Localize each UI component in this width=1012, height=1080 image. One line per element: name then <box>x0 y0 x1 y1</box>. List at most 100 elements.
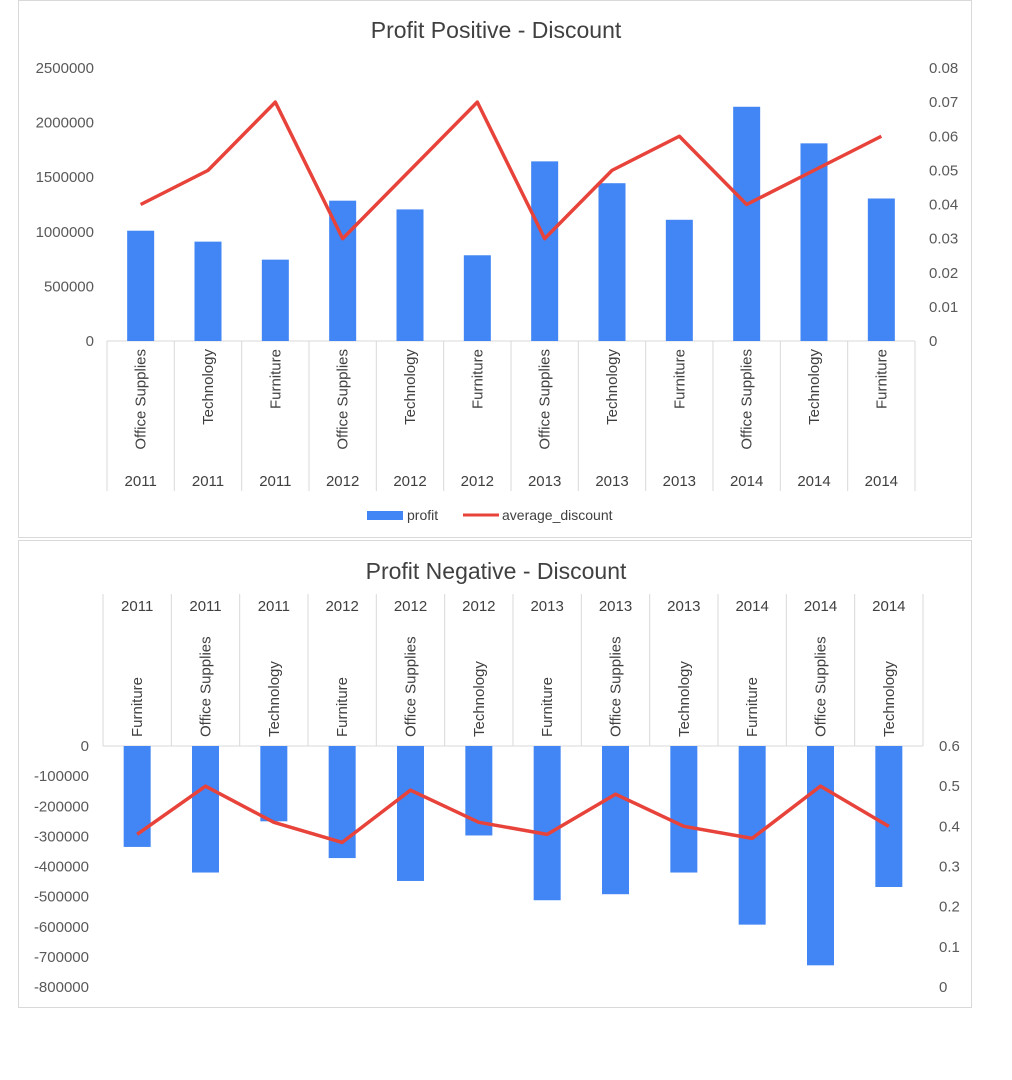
y-right-tick-label: 0.2 <box>939 899 960 916</box>
x-year-label: 2011 <box>125 473 157 490</box>
chart-title: Profit Negative - Discount <box>366 558 627 584</box>
y-right-tick-label: 0.3 <box>939 859 960 876</box>
bar-2013-furniture <box>533 746 561 901</box>
x-year-label: 2012 <box>462 598 495 615</box>
y-left-tick-label: -200000 <box>34 798 89 815</box>
chart-profit-positive-svg: Profit Positive - Discount 0 500000 100000… <box>36 17 959 523</box>
bar-2013-office-supplies <box>602 746 629 895</box>
bar-2012-technology <box>396 209 424 341</box>
x-year-label: 2012 <box>326 473 359 490</box>
bar-2011-office-supplies <box>127 230 155 341</box>
bar-2013-technology <box>598 183 626 341</box>
x-category-label: Furniture <box>744 677 761 737</box>
y-left-tick-label: 0 <box>81 738 89 755</box>
x-category-label: Technology <box>266 661 283 737</box>
x-category-label: Office Supplies <box>198 636 215 737</box>
x-year-label: 2012 <box>393 473 426 490</box>
x-year-label: 2013 <box>528 473 561 490</box>
bar-2013-technology <box>670 746 698 873</box>
chart-profit-positive: Profit Positive - Discount 0 500000 100000… <box>18 0 972 538</box>
y-right-tick-label: 0.07 <box>929 94 958 111</box>
x-year-label: 2011 <box>259 473 291 490</box>
x-category-label: Furniture <box>539 677 556 737</box>
y-right-tick-label: 0.08 <box>929 60 958 77</box>
x-year-label: 2012 <box>461 473 494 490</box>
x-year-label: 2012 <box>394 598 427 615</box>
x-category-label: Office Supplies <box>133 349 150 450</box>
y-left-tick-label: 1500000 <box>36 169 94 186</box>
y-right-tick-label: 0.01 <box>929 299 958 316</box>
y-right-tick-label: 0.04 <box>929 197 958 214</box>
x-category-label: Office Supplies <box>813 636 830 737</box>
x-category-label: Technology <box>604 349 621 425</box>
x-year-label: 2014 <box>804 598 837 615</box>
x-year-label: 2011 <box>189 598 221 615</box>
x-category-label: Technology <box>806 349 823 425</box>
y-left-tick-label: -100000 <box>34 768 89 785</box>
y-right-tick-label: 0.4 <box>939 818 960 835</box>
y-left-tick-label: -700000 <box>34 949 89 966</box>
x-category-label: Office Supplies <box>739 349 756 450</box>
bar-2011-furniture <box>123 746 151 847</box>
y-left-tick-label: 2500000 <box>36 60 94 77</box>
x-category-label: Office Supplies <box>403 636 420 737</box>
y-left-tick-label: 500000 <box>44 278 94 295</box>
chart-profit-negative-svg: Profit Negative - Discount 0 -100000 -2000… <box>34 558 960 996</box>
y-right-tick-label: 0.6 <box>939 738 960 755</box>
x-year-label: 2011 <box>258 598 290 615</box>
bar-2014-technology <box>800 143 828 341</box>
x-category-label: Furniture <box>671 349 688 409</box>
x-category-label: Technology <box>200 349 217 425</box>
y-right-tick-label: 0.06 <box>929 128 958 145</box>
x-category-label: Furniture <box>469 349 486 409</box>
x-category-label: Technology <box>676 661 693 737</box>
y-left-tick-label: 2000000 <box>36 115 94 132</box>
x-year-label: 2011 <box>192 473 224 490</box>
y-right-tick-label: 0 <box>939 979 947 996</box>
bar-2013-furniture <box>665 219 693 341</box>
x-year-label: 2012 <box>325 598 358 615</box>
y-left-tick-label: -600000 <box>34 919 89 936</box>
bar-2011-furniture <box>261 259 289 341</box>
y-right-tick-label: 0.1 <box>939 939 960 956</box>
bar-2012-office-supplies <box>397 746 424 881</box>
line-series-average-discount <box>139 100 883 241</box>
bar-2014-office-supplies <box>733 106 761 342</box>
y-right-tick-label: 0 <box>929 333 937 350</box>
x-year-label: 2013 <box>663 473 696 490</box>
bar-2012-furniture <box>463 255 491 341</box>
x-year-label: 2014 <box>865 473 898 490</box>
x-category-label: Furniture <box>334 677 351 737</box>
y-right-tick-label: 0.05 <box>929 162 958 179</box>
x-year-label: 2011 <box>121 598 153 615</box>
bar-2011-technology <box>194 241 222 341</box>
y-left-tick-label: 1000000 <box>36 224 94 241</box>
y-left-tick-label: -800000 <box>34 979 89 996</box>
y-left-tick-label: -500000 <box>34 889 89 906</box>
bar-2013-office-supplies <box>531 161 559 341</box>
y-left-tick-label: -300000 <box>34 828 89 845</box>
x-year-label: 2014 <box>730 473 763 490</box>
x-category-label: Furniture <box>129 677 146 737</box>
y-left-tick-label: 0 <box>86 333 94 350</box>
x-year-label: 2013 <box>530 598 563 615</box>
bar-2011-technology <box>260 746 288 822</box>
bar-2011-office-supplies <box>192 746 219 873</box>
y-left-tick-label: -400000 <box>34 859 89 876</box>
x-year-label: 2014 <box>735 598 768 615</box>
y-right-tick-label: 0.5 <box>939 778 960 795</box>
legend-label-average-discount: average_discount <box>502 507 613 523</box>
x-year-label: 2014 <box>797 473 830 490</box>
chart-title: Profit Positive - Discount <box>371 17 622 43</box>
x-category-label: Office Supplies <box>335 349 352 450</box>
x-category-label: Furniture <box>267 349 284 409</box>
x-category-label: Technology <box>471 661 488 737</box>
bar-2014-office-supplies <box>807 746 834 966</box>
x-category-label: Technology <box>881 661 898 737</box>
chart-profit-negative: Profit Negative - Discount 0 -100000 -2000… <box>18 540 972 1008</box>
bar-2014-furniture <box>867 198 895 341</box>
x-category-label: Office Supplies <box>608 636 625 737</box>
x-category-label: Technology <box>402 349 419 425</box>
y-right-tick-label: 0.03 <box>929 231 958 248</box>
x-year-label: 2013 <box>599 598 632 615</box>
